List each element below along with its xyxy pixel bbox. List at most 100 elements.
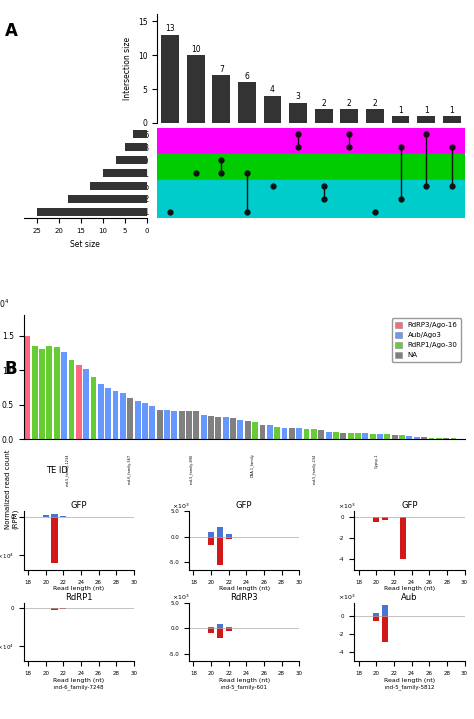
Bar [245,421,251,439]
Text: 10: 10 [191,45,201,54]
Bar [164,411,170,439]
Bar [157,193,465,206]
Bar [105,388,111,439]
Text: $\times10^3$: $\times10^3$ [338,592,356,602]
Text: 13: 13 [165,24,175,33]
Bar [39,349,45,439]
Bar [392,116,410,123]
Bar [400,517,406,559]
Text: rnd-6_family-7248: rnd-6_family-7248 [54,684,104,690]
Text: TE ID: TE ID [46,466,68,475]
Bar [274,427,280,439]
Text: Gypsy-1: Gypsy-1 [374,454,378,468]
Text: B: B [5,360,18,377]
Bar [68,195,146,203]
Bar [212,75,230,123]
Text: 3: 3 [296,92,301,101]
Bar [315,109,333,123]
Bar [230,418,236,439]
Bar [113,391,118,439]
X-axis label: Read length (nt): Read length (nt) [384,677,435,682]
Bar [208,532,214,537]
Bar [443,438,449,439]
Text: rnd-5_family-890: rnd-5_family-890 [189,454,193,484]
Text: Normalized read count
(RPM): Normalized read count (RPM) [5,449,18,528]
Bar [373,616,380,620]
Text: 1: 1 [398,106,403,115]
Bar [54,347,60,439]
Bar [43,515,49,517]
Title: RdRP1: RdRP1 [65,592,92,602]
Bar [260,425,265,439]
Bar [103,169,146,177]
Bar [46,346,52,439]
Text: 1: 1 [449,106,454,115]
Bar [52,608,58,610]
Text: rnd-6_family-567: rnd-6_family-567 [128,454,131,484]
Bar [193,411,199,439]
Bar [69,360,74,439]
Bar [116,156,146,164]
Bar [392,435,398,439]
Bar [223,417,228,439]
Bar [363,433,368,439]
Bar [179,411,184,439]
Bar [25,336,30,439]
Text: 2: 2 [347,99,352,108]
Bar [91,377,96,439]
Bar [133,130,146,138]
Bar [128,398,133,439]
Bar [373,517,380,518]
Bar [157,141,465,154]
X-axis label: Read length (nt): Read length (nt) [384,586,435,591]
Bar [289,428,295,439]
X-axis label: Read length (nt): Read length (nt) [219,586,270,591]
X-axis label: Read length (nt): Read length (nt) [219,677,270,682]
Text: DNA-1_family: DNA-1_family [251,454,255,477]
Bar [186,411,192,439]
Title: Aub: Aub [401,592,418,602]
Bar [37,208,146,216]
Bar [157,128,465,141]
Bar [289,103,307,123]
Bar [142,403,148,439]
Bar [373,613,380,616]
Bar [226,627,232,628]
Bar [157,167,465,180]
Bar [187,55,205,123]
Bar [60,516,66,517]
Bar [217,526,223,537]
Bar [348,433,354,439]
Bar [311,429,317,439]
Bar [125,143,146,151]
Bar [237,421,243,439]
Bar [208,628,214,633]
Bar [443,116,461,123]
Bar [52,514,58,517]
Bar [326,432,331,439]
Bar [32,346,37,439]
Text: rnd-5_family-1234: rnd-5_family-1234 [66,454,70,486]
Bar [319,430,324,439]
Text: $\times10^3$: $\times10^3$ [338,501,356,510]
Bar [83,369,89,439]
Bar [382,616,388,641]
Bar [382,517,388,520]
Bar [252,422,258,439]
Bar [377,434,383,439]
Bar [436,438,442,439]
Bar [282,428,287,439]
Bar [226,537,232,539]
Bar [370,434,375,439]
Bar [417,116,435,123]
Bar [421,437,427,439]
Bar [414,436,419,439]
Title: GFP: GFP [401,501,418,510]
Bar [384,434,390,439]
Title: GFP: GFP [236,501,252,510]
Bar [217,537,223,565]
Bar [216,416,221,439]
Bar [399,435,405,439]
Bar [238,82,256,123]
Bar [208,537,214,544]
